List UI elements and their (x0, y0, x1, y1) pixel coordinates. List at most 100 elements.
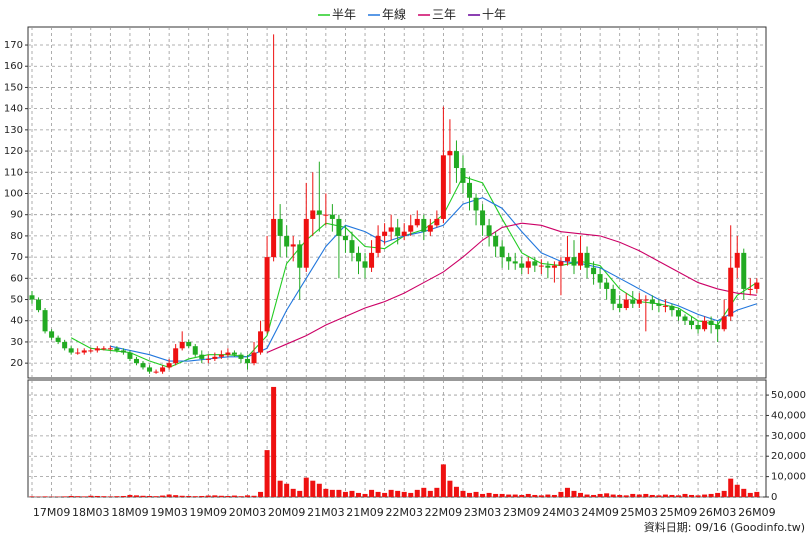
volume-bar (493, 493, 499, 497)
x-tick-label: 20M09 (268, 506, 306, 519)
candle-body (336, 218, 342, 236)
volume-bar (179, 495, 185, 497)
volume-bar (440, 464, 446, 497)
footer: 資料日期: 09/16 (Goodinfo.tw) (644, 520, 805, 534)
volume-bar (578, 492, 584, 497)
volume-bar (120, 495, 126, 497)
candle-body (120, 350, 126, 353)
y-tick-label: 150 (4, 82, 23, 93)
volume-bar (349, 490, 355, 497)
volume-bar (329, 489, 335, 497)
candle-body (689, 320, 695, 325)
volume-bar (271, 386, 277, 497)
candle-body (88, 350, 94, 352)
candle-body (310, 210, 316, 219)
volume-bar (486, 492, 492, 497)
candle-body (133, 358, 139, 364)
x-tick-label: 22M09 (425, 506, 463, 519)
volume-bar (604, 493, 610, 497)
candle-body (617, 303, 623, 309)
candle-body (290, 244, 296, 247)
candle-body (244, 358, 250, 364)
candle-body (55, 337, 61, 342)
volume-bar (290, 488, 296, 497)
x-tick-label: 19M09 (190, 506, 228, 519)
volume-bar (395, 490, 401, 497)
y-tick-label: 140 (4, 104, 23, 115)
volume-bar (427, 490, 433, 497)
volume-bar (192, 496, 198, 497)
candle-body (153, 371, 159, 373)
volume-bar (747, 492, 753, 497)
candle-body (94, 348, 100, 351)
volume-bar (453, 486, 459, 497)
volume-bar (669, 494, 675, 497)
volume-bar (107, 496, 113, 497)
volume-bar (617, 494, 623, 497)
candle-body (486, 225, 492, 236)
x-tick-label: 26M03 (699, 506, 737, 519)
candle-body (147, 367, 153, 372)
volume-bar (473, 491, 479, 497)
candle-body (532, 261, 538, 266)
x-tick-label: 17M09 (33, 506, 71, 519)
volume-panel (27, 379, 767, 498)
y2-tick-label: 30,000 (771, 431, 806, 442)
legend-label: 十年 (482, 8, 506, 22)
y-tick-label: 60 (10, 273, 23, 284)
candle-body (506, 257, 512, 262)
candle-body (610, 288, 616, 304)
y-tick-label: 120 (4, 146, 23, 157)
y2-tick-label: 40,000 (771, 410, 806, 421)
volume-bar (682, 493, 688, 497)
candle-body (29, 295, 35, 300)
candle-body (734, 252, 740, 268)
x-tick-label: 24M03 (542, 506, 580, 519)
candle-body (741, 252, 747, 289)
volume-bar (153, 496, 159, 497)
candle-body (251, 352, 257, 364)
volume-bar (101, 496, 107, 497)
volume-bar (369, 489, 375, 497)
volume-bar (434, 487, 440, 497)
candle-body (564, 257, 570, 262)
candle-body (140, 363, 146, 368)
candle-body (323, 214, 329, 216)
volume-bar (584, 494, 590, 497)
volume-bar (342, 491, 348, 497)
volume-bar (551, 494, 557, 497)
volume-bar (264, 450, 270, 497)
legend-label: 三年 (432, 8, 456, 22)
y-tick-label: 160 (4, 61, 23, 72)
candle-body (695, 324, 701, 330)
candle-body (728, 267, 734, 317)
volume-bar (597, 493, 603, 497)
x-tick-label: 22M03 (385, 506, 423, 519)
volume-bar (447, 480, 453, 497)
volume-bar (480, 493, 486, 497)
y-tick-label: 170 (4, 40, 23, 51)
volume-bar (166, 494, 172, 497)
candle-body (382, 231, 388, 236)
candle-body (101, 348, 107, 350)
candle-body (284, 235, 290, 247)
candle-body (656, 303, 662, 306)
volume-bar (512, 494, 518, 497)
volume-bar (702, 494, 708, 497)
x-tick-label: 18M09 (111, 506, 149, 519)
y2-tick-label: 10,000 (771, 472, 806, 483)
volume-bar (754, 491, 760, 497)
x-tick-label: 21M03 (307, 506, 345, 519)
candle-body (258, 331, 264, 353)
candle-body (434, 218, 440, 226)
candle-body (369, 252, 375, 268)
volume-bar (147, 495, 153, 497)
candle-body (107, 348, 113, 350)
candle-body (545, 265, 551, 268)
volume-bar (623, 495, 629, 497)
candle-body (225, 352, 231, 355)
x-tick-label: 26M09 (738, 506, 776, 519)
volume-bar (316, 483, 322, 497)
